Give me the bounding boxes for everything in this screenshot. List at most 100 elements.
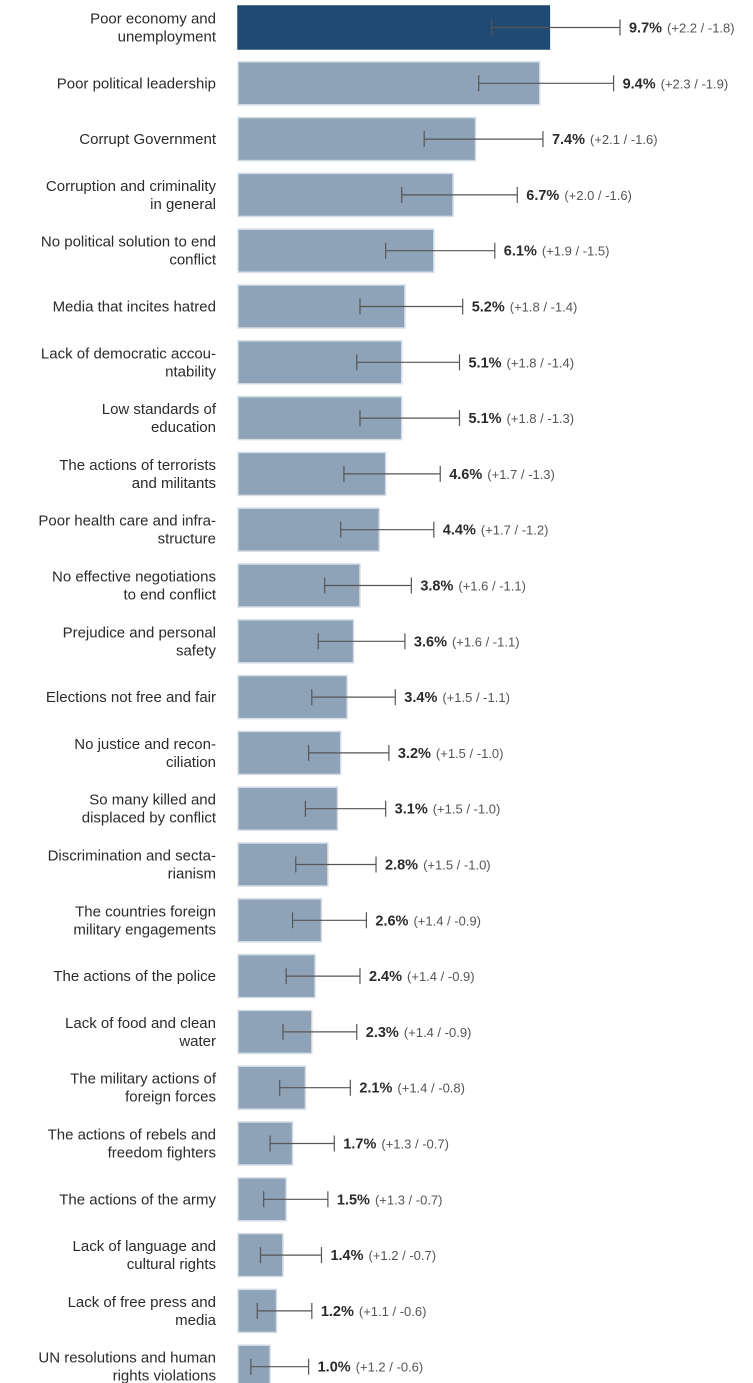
- error-range-label: (+2.3 / -1.9): [661, 76, 729, 91]
- value-label: 1.2% (+1.1 / -0.6): [321, 1304, 427, 1320]
- category-label: education: [151, 419, 216, 436]
- value-label: 2.6% (+1.4 / -0.9): [375, 913, 481, 929]
- category-label: rianism: [168, 866, 216, 883]
- value-label: 1.5% (+1.3 / -0.7): [337, 1192, 443, 1208]
- error-range-label: (+1.6 / -1.1): [458, 579, 526, 594]
- category-label: and militants: [132, 475, 216, 492]
- value-label: 2.3% (+1.4 / -0.9): [366, 1025, 472, 1041]
- value-percent: 7.4%: [552, 132, 585, 148]
- error-range-label: (+1.8 / -1.3): [507, 411, 575, 426]
- category-label: The actions of terrorists: [59, 457, 216, 474]
- category-label: The countries foreign: [75, 903, 216, 920]
- error-range-label: (+1.6 / -1.1): [452, 634, 520, 649]
- value-percent: 3.8%: [420, 579, 453, 595]
- category-label: So many killed and: [89, 792, 216, 809]
- category-label: Lack of language and: [73, 1238, 216, 1255]
- error-range-label: (+1.3 / -0.7): [381, 1137, 449, 1152]
- category-label: Corrupt Government: [79, 131, 217, 148]
- error-range-label: (+1.5 / -1.0): [436, 746, 504, 761]
- category-label: water: [178, 1033, 216, 1050]
- category-label: No effective negotiations: [52, 569, 216, 586]
- category-label: unemployment: [118, 29, 217, 46]
- value-percent: 3.2%: [398, 746, 431, 762]
- error-range-label: (+1.9 / -1.5): [542, 244, 610, 259]
- value-percent: 5.1%: [468, 355, 501, 371]
- value-label: 5.1% (+1.8 / -1.3): [468, 411, 574, 427]
- category-label: Media that incites hatred: [53, 299, 216, 316]
- value-percent: 2.8%: [385, 858, 418, 874]
- value-label: 4.6% (+1.7 / -1.3): [449, 467, 555, 483]
- value-label: 7.4% (+2.1 / -1.6): [552, 132, 658, 148]
- value-percent: 3.1%: [395, 802, 428, 818]
- error-range-label: (+1.2 / -0.6): [356, 1360, 424, 1375]
- category-label: Elections not free and fair: [46, 689, 216, 706]
- value-percent: 3.6%: [414, 634, 447, 650]
- bar: [237, 1344, 271, 1383]
- error-range-label: (+2.0 / -1.6): [564, 188, 632, 203]
- category-label: Lack of food and clean: [65, 1015, 216, 1032]
- value-label: 3.8% (+1.6 / -1.1): [420, 579, 526, 595]
- value-label: 6.7% (+2.0 / -1.6): [526, 188, 632, 204]
- error-range-label: (+1.8 / -1.4): [507, 355, 575, 370]
- value-percent: 4.6%: [449, 467, 482, 483]
- value-percent: 1.4%: [330, 1248, 363, 1264]
- value-label: 9.4% (+2.3 / -1.9): [623, 76, 729, 92]
- error-range-label: (+1.2 / -0.7): [369, 1248, 437, 1263]
- value-label: 3.6% (+1.6 / -1.1): [414, 634, 520, 650]
- category-label: to end conflict: [123, 587, 216, 604]
- category-label: Discrimination and secta-: [48, 848, 216, 865]
- error-range-label: (+1.4 / -0.9): [413, 913, 481, 928]
- category-label: Lack of democratic accou-: [41, 345, 216, 362]
- category-label: The actions of the army: [59, 1191, 216, 1208]
- value-label: 5.2% (+1.8 / -1.4): [472, 300, 578, 316]
- category-label: Poor health care and infra-: [38, 513, 216, 530]
- value-label: 3.2% (+1.5 / -1.0): [398, 746, 504, 762]
- value-label: 9.7% (+2.2 / -1.8): [629, 21, 735, 37]
- category-label: UN resolutions and human: [38, 1350, 216, 1367]
- value-percent: 9.4%: [623, 76, 656, 92]
- value-percent: 2.6%: [375, 913, 408, 929]
- value-label: 2.1% (+1.4 / -0.8): [359, 1081, 465, 1097]
- category-label: Low standards of: [102, 401, 217, 418]
- category-label: Lack of free press and: [68, 1294, 216, 1311]
- value-percent: 5.1%: [468, 411, 501, 427]
- error-range-label: (+1.5 / -1.0): [433, 802, 501, 817]
- value-label: 1.4% (+1.2 / -0.7): [330, 1248, 436, 1264]
- category-label: conflict: [169, 252, 217, 269]
- category-label: military engagements: [73, 921, 216, 938]
- value-percent: 2.1%: [359, 1081, 392, 1097]
- value-percent: 1.0%: [318, 1360, 351, 1376]
- value-percent: 5.2%: [472, 300, 505, 316]
- value-percent: 4.4%: [443, 523, 476, 539]
- category-label: in general: [150, 196, 216, 213]
- category-label: foreign forces: [125, 1089, 216, 1106]
- category-label: ntability: [165, 363, 216, 380]
- category-label: structure: [158, 531, 216, 548]
- error-range-label: (+1.4 / -0.9): [407, 969, 475, 984]
- error-range-label: (+1.4 / -0.8): [397, 1081, 465, 1096]
- category-label: Prejudice and personal: [63, 624, 216, 641]
- error-range-label: (+1.1 / -0.6): [359, 1304, 427, 1319]
- value-label: 5.1% (+1.8 / -1.4): [468, 355, 574, 371]
- category-label: ciliation: [166, 754, 216, 771]
- category-label: rights violations: [113, 1368, 216, 1383]
- category-label: safety: [176, 642, 217, 659]
- error-range-label: (+1.8 / -1.4): [510, 300, 578, 315]
- category-label: The actions of the police: [53, 968, 216, 985]
- error-range-label: (+2.1 / -1.6): [590, 132, 658, 147]
- value-percent: 6.7%: [526, 188, 559, 204]
- error-range-label: (+1.7 / -1.3): [487, 467, 555, 482]
- value-percent: 9.7%: [629, 21, 662, 37]
- error-range-label: (+2.2 / -1.8): [667, 21, 735, 36]
- category-label: cultural rights: [127, 1256, 216, 1273]
- error-range-label: (+1.3 / -0.7): [375, 1192, 443, 1207]
- value-percent: 2.3%: [366, 1025, 399, 1041]
- value-label: 1.0% (+1.2 / -0.6): [318, 1360, 424, 1376]
- error-range-label: (+1.7 / -1.2): [481, 523, 549, 538]
- category-label: media: [175, 1312, 217, 1329]
- value-label: 3.1% (+1.5 / -1.0): [395, 802, 501, 818]
- value-percent: 1.2%: [321, 1304, 354, 1320]
- value-percent: 3.4%: [404, 690, 437, 706]
- category-label: The military actions of: [70, 1071, 217, 1088]
